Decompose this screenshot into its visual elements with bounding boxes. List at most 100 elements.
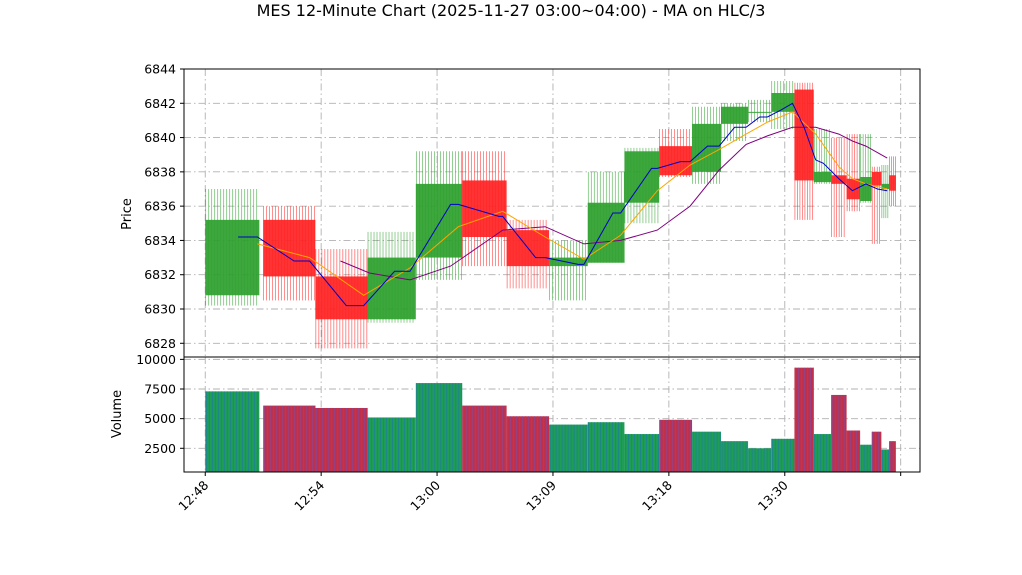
candle <box>831 137 847 237</box>
ma-mid-line <box>257 111 888 296</box>
price-tick-label: 6844 <box>144 62 176 77</box>
x-tick-label: 12:54 <box>291 477 327 513</box>
ma-slow-line <box>340 126 888 281</box>
candle-body <box>721 106 749 124</box>
volume-bar-fill <box>860 444 872 472</box>
volume-bar-fill <box>549 424 588 472</box>
price-tick-label: 6832 <box>144 267 176 282</box>
volume-bar-fill <box>794 367 814 472</box>
volume-bar-fill <box>205 391 260 472</box>
volume-bar <box>860 444 872 472</box>
volume-tick-label: 5000 <box>144 411 176 426</box>
volume-bar <box>889 441 896 472</box>
candle-body <box>692 123 722 172</box>
volume-bar-fill <box>889 441 896 472</box>
volume-bar <box>462 405 507 472</box>
volume-bar-fill <box>659 419 693 472</box>
volume-bar <box>692 431 722 472</box>
volume-bar <box>205 391 260 472</box>
candle-body <box>794 89 814 181</box>
candle <box>771 81 795 129</box>
volume-tick-label: 2500 <box>144 441 176 456</box>
volume-bar-fill <box>587 422 625 472</box>
candle-body <box>889 175 896 191</box>
candle <box>692 106 722 184</box>
volume-axis-label: Volume <box>110 390 125 438</box>
price-tick-label: 6834 <box>144 233 176 248</box>
candle-body <box>462 180 507 237</box>
candle <box>889 156 896 207</box>
price-tick-label: 6828 <box>144 336 176 351</box>
volume-bar <box>624 434 660 472</box>
candle-body <box>881 183 890 189</box>
candle-body <box>860 177 872 201</box>
candle-body <box>813 171 832 183</box>
ma-fast-line <box>238 102 888 307</box>
candle <box>871 166 882 244</box>
volume-bar <box>813 434 832 472</box>
volume-bar <box>659 419 693 472</box>
candle-body <box>315 276 368 320</box>
candle <box>624 147 660 224</box>
volume-bar <box>771 438 795 472</box>
x-tick-label: 12:48 <box>175 477 211 513</box>
candle-body <box>263 219 316 277</box>
x-axis: 12:48 12:54 13:00 13:09 13:18 13:30 <box>175 472 902 514</box>
candle-body <box>748 111 772 113</box>
candle <box>415 151 463 280</box>
volume-bar <box>587 422 625 472</box>
volume-tick-label: 10000 <box>136 352 176 367</box>
candle-body <box>624 151 660 203</box>
price-tick-label: 6840 <box>144 130 176 145</box>
volume-bar <box>831 394 847 472</box>
x-tick-label: 13:00 <box>407 477 443 513</box>
candle-body <box>831 175 847 184</box>
volume-bar-fill <box>748 448 772 472</box>
volume-bar-fill <box>813 434 832 472</box>
volume-bar-fill <box>624 434 660 472</box>
volume-bar <box>881 449 890 472</box>
price-tick-label: 6830 <box>144 302 176 317</box>
volume-bar-fill <box>506 416 550 472</box>
volume-bar <box>315 407 368 472</box>
price-tick-label: 6838 <box>144 164 176 179</box>
volume-bar <box>415 383 463 472</box>
volume-bar <box>263 405 316 472</box>
volume-bar <box>721 441 749 472</box>
x-tick-label: 13:09 <box>523 477 559 513</box>
candle-body <box>771 93 795 112</box>
volume-panel: 2500 5000 7500 10000 <box>136 352 921 473</box>
candle <box>205 189 260 306</box>
candle-body <box>415 183 463 258</box>
candle <box>721 103 749 141</box>
price-tick-label: 6842 <box>144 96 176 111</box>
price-tick-label: 6836 <box>144 199 176 214</box>
volume-bar <box>506 416 550 472</box>
candle <box>315 249 368 349</box>
volume-bar <box>549 424 588 472</box>
candle <box>549 240 588 301</box>
candle <box>659 129 693 177</box>
price-panel: 6828 6830 6832 6834 6836 6838 6840 6842 6844 <box>144 62 921 358</box>
candle-body <box>659 146 693 176</box>
price-axis-label: Price <box>120 198 135 230</box>
x-tick-label: 13:30 <box>755 477 791 513</box>
volume-bar <box>748 448 772 472</box>
volume-bar-fill <box>692 431 722 472</box>
volume-bar <box>871 431 882 472</box>
candle <box>462 151 507 267</box>
volume-bar-fill <box>871 431 882 472</box>
volume-bar-fill <box>771 438 795 472</box>
volume-bar <box>367 417 416 472</box>
candle-body <box>549 257 588 267</box>
candle <box>263 206 316 301</box>
candle <box>587 171 625 263</box>
volume-bar-fill <box>263 405 316 472</box>
volume-panel-frame <box>183 356 921 473</box>
candle-body <box>846 178 861 200</box>
candle <box>881 165 890 219</box>
candle <box>506 219 550 289</box>
volume-bar-fill <box>415 383 463 472</box>
candle <box>748 99 772 123</box>
